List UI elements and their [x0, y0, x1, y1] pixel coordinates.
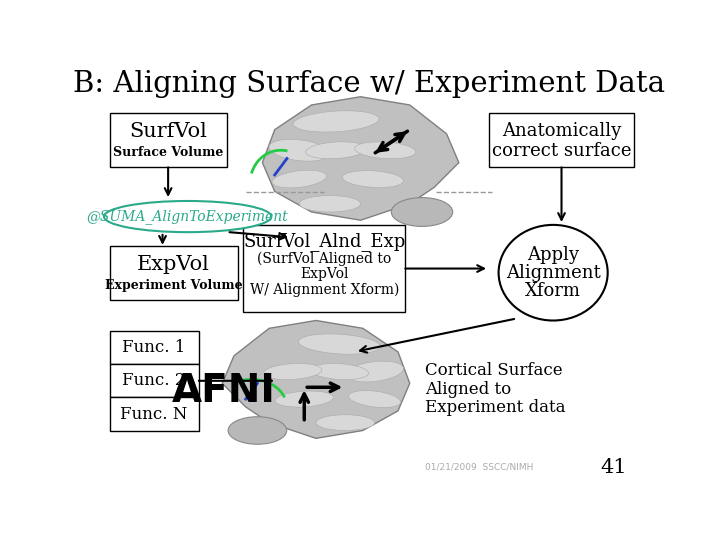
Text: Cortical Surface: Cortical Surface [425, 362, 562, 379]
Ellipse shape [392, 198, 453, 226]
Text: SurfVol_Alnd_Exp: SurfVol_Alnd_Exp [243, 232, 405, 251]
Text: Alignment: Alignment [505, 264, 600, 282]
Text: B: Aligning Surface w/ Experiment Data: B: Aligning Surface w/ Experiment Data [73, 70, 665, 98]
Text: Experiment data: Experiment data [425, 400, 565, 416]
Text: Surface Volume: Surface Volume [113, 146, 223, 159]
Ellipse shape [305, 142, 366, 159]
Text: Experiment Volume: Experiment Volume [105, 279, 243, 292]
FancyBboxPatch shape [243, 225, 405, 312]
Ellipse shape [104, 201, 271, 232]
Ellipse shape [275, 391, 333, 407]
Ellipse shape [264, 363, 322, 380]
FancyBboxPatch shape [489, 113, 634, 167]
Text: Func. 2: Func. 2 [122, 372, 186, 389]
Text: Func. 1: Func. 1 [122, 339, 186, 356]
Ellipse shape [299, 334, 380, 354]
Ellipse shape [316, 415, 374, 430]
Ellipse shape [272, 170, 326, 188]
Text: @SUMA_AlignToExperiment: @SUMA_AlignToExperiment [87, 209, 289, 224]
Ellipse shape [346, 361, 403, 382]
Text: W/ Alignment Xform): W/ Alignment Xform) [250, 283, 399, 298]
Text: Xform: Xform [525, 282, 581, 300]
Text: 01/21/2009  SSCC/NIMH: 01/21/2009 SSCC/NIMH [425, 463, 534, 472]
Ellipse shape [348, 390, 400, 408]
Text: ExpVol: ExpVol [300, 267, 348, 281]
Text: AFNI: AFNI [172, 372, 276, 410]
FancyBboxPatch shape [109, 331, 199, 364]
FancyBboxPatch shape [109, 113, 227, 167]
Ellipse shape [269, 139, 330, 161]
Text: Func. N: Func. N [120, 406, 188, 423]
Text: ExpVol: ExpVol [138, 255, 210, 274]
Ellipse shape [300, 195, 361, 212]
Ellipse shape [228, 417, 287, 444]
Text: Aligned to: Aligned to [425, 381, 511, 397]
Polygon shape [222, 320, 410, 438]
Ellipse shape [310, 363, 369, 380]
Text: correct surface: correct surface [492, 141, 631, 160]
Ellipse shape [342, 171, 403, 187]
Text: Apply: Apply [527, 246, 579, 264]
FancyBboxPatch shape [109, 246, 238, 300]
Ellipse shape [498, 225, 608, 321]
Ellipse shape [354, 142, 415, 159]
Text: 41: 41 [600, 458, 627, 477]
Polygon shape [262, 97, 459, 220]
Ellipse shape [293, 111, 379, 132]
Text: Anatomically: Anatomically [502, 122, 621, 140]
FancyBboxPatch shape [109, 364, 199, 397]
FancyBboxPatch shape [109, 397, 199, 431]
Text: SurfVol: SurfVol [129, 122, 207, 140]
Text: (SurfVol Aligned to: (SurfVol Aligned to [257, 251, 392, 266]
